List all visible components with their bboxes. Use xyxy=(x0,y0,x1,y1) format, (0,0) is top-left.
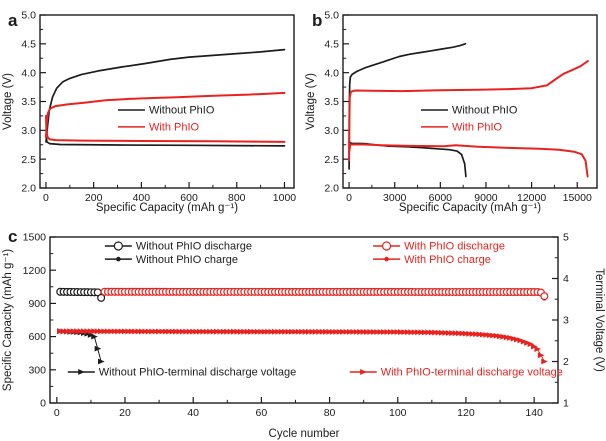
series-with-phio-discharge xyxy=(348,143,589,178)
panel-b-svg: 0 3000 6000 9000 12000 15000 2.0 2.5 3.0 3.5 4.0 4.… xyxy=(305,10,598,214)
series-with-phio-terminal-discharge-voltage xyxy=(57,328,548,365)
svg-text:100: 100 xyxy=(389,407,407,419)
svg-text:With PhIO: With PhIO xyxy=(149,122,200,134)
panel-b-axes: 0 3000 6000 9000 12000 15000 2.0 2.5 3.0 3.5 4.0 4.… xyxy=(324,10,598,204)
svg-text:300: 300 xyxy=(28,364,46,376)
svg-text:With PhIO-terminal discharge v: With PhIO-terminal discharge voltage xyxy=(381,367,563,379)
legend-with-phio-terminal-discharge-voltage: With PhIO-terminal discharge voltage xyxy=(349,367,563,379)
svg-text:2.5: 2.5 xyxy=(21,154,36,166)
svg-text:0: 0 xyxy=(54,407,60,419)
svg-text:1000: 1000 xyxy=(273,192,297,204)
svg-text:0: 0 xyxy=(346,192,352,204)
svg-text:Without PhIO discharge: Without PhIO discharge xyxy=(136,241,252,253)
svg-text:40: 40 xyxy=(187,407,199,419)
legend-with-phio-discharge: With PhIO discharge xyxy=(373,241,505,253)
svg-text:Without PhIO: Without PhIO xyxy=(149,105,215,117)
legend-with-phio: With PhIO xyxy=(117,122,200,134)
svg-text:5.0: 5.0 xyxy=(324,10,339,22)
series-without-phio-discharge xyxy=(348,141,467,178)
svg-text:3.5: 3.5 xyxy=(324,96,339,108)
legend-without-phio: Without PhIO xyxy=(117,105,215,117)
svg-text:20: 20 xyxy=(119,407,131,419)
svg-text:2.5: 2.5 xyxy=(324,154,339,166)
svg-text:Without PhIO: Without PhIO xyxy=(452,105,518,117)
svg-text:3.5: 3.5 xyxy=(21,96,36,108)
panel-a-label: a xyxy=(8,11,18,30)
panel-a-axes: 0 200 400 600 800 1000 2.0 2.5 3.0 3.5 4.0 4.5 5.0 xyxy=(21,10,296,204)
legend-without-phio-terminal-discharge-voltage: Without PhIO-terminal discharge voltage xyxy=(67,367,296,379)
svg-text:0: 0 xyxy=(40,398,46,410)
series-without-phio-charge xyxy=(45,48,286,143)
svg-text:4: 4 xyxy=(563,273,569,285)
svg-text:400: 400 xyxy=(133,192,151,204)
svg-text:2: 2 xyxy=(563,356,569,368)
svg-text:Without PhIO-terminal discharg: Without PhIO-terminal discharge voltage xyxy=(99,367,296,379)
svg-text:2.0: 2.0 xyxy=(324,183,339,195)
series-with-phio-charge xyxy=(348,60,589,162)
svg-text:Without PhIO charge: Without PhIO charge xyxy=(136,254,238,266)
series-with-phio-discharge xyxy=(45,114,286,143)
legend-without-phio-charge: Without PhIO charge xyxy=(104,254,238,266)
svg-text:4.0: 4.0 xyxy=(324,67,339,79)
series-without-phio-discharge xyxy=(56,287,106,302)
series-with-phio-charge xyxy=(45,91,286,139)
svg-text:1500: 1500 xyxy=(23,232,47,244)
svg-text:600: 600 xyxy=(180,192,198,204)
legend-with-phio-charge: With PhIO charge xyxy=(373,254,491,266)
svg-text:3: 3 xyxy=(563,315,569,327)
svg-text:15000: 15000 xyxy=(563,192,592,204)
panel-c-right-yaxis-title: Terminal Voltage (V) xyxy=(593,268,605,372)
panel-c-yaxis-title: Specific Capacity (mAh g⁻¹) xyxy=(2,249,14,391)
svg-text:5.0: 5.0 xyxy=(21,10,36,22)
svg-text:80: 80 xyxy=(324,407,336,419)
panel-c-svg: 0 20 40 60 80 100 120 140 0 300 600 900 1200 1500 1 2 3 4… xyxy=(2,232,605,440)
svg-text:With PhIO charge: With PhIO charge xyxy=(404,254,491,266)
panel-b-xaxis-title: Specific Capacity (mAh g⁻¹) xyxy=(399,202,541,214)
panel-c-label: c xyxy=(8,227,18,246)
svg-text:900: 900 xyxy=(28,298,46,310)
panel-c-axes: 0 20 40 60 80 100 120 140 0 300 600 900 1200 1500 1 2 3 4… xyxy=(23,232,569,419)
svg-text:600: 600 xyxy=(28,331,46,343)
svg-text:60: 60 xyxy=(256,407,268,419)
svg-text:0: 0 xyxy=(43,192,49,204)
svg-text:1200: 1200 xyxy=(23,265,47,277)
legend-without-phio: Without PhIO xyxy=(420,105,518,117)
svg-text:200: 200 xyxy=(85,192,103,204)
panel-b-label: b xyxy=(312,11,323,30)
series-without-phio-discharge xyxy=(45,134,286,147)
svg-text:4.5: 4.5 xyxy=(324,38,339,50)
svg-text:120: 120 xyxy=(457,407,475,419)
panel-c-xaxis-title: Cycle number xyxy=(269,428,340,440)
panel-a-yaxis-title: Voltage (V) xyxy=(2,73,14,130)
svg-text:With PhIO: With PhIO xyxy=(452,122,503,134)
legend-without-phio-discharge: Without PhIO discharge xyxy=(104,241,252,253)
svg-text:3000: 3000 xyxy=(383,192,407,204)
svg-text:With PhIO discharge: With PhIO discharge xyxy=(404,241,505,253)
svg-text:4.5: 4.5 xyxy=(21,38,36,50)
svg-text:3.0: 3.0 xyxy=(21,125,36,137)
series-without-phio-charge xyxy=(348,42,467,170)
svg-text:2.0: 2.0 xyxy=(21,183,36,195)
svg-text:5: 5 xyxy=(563,232,569,244)
svg-text:9000: 9000 xyxy=(474,192,498,204)
series-with-phio-discharge xyxy=(100,287,549,301)
svg-text:140: 140 xyxy=(525,407,543,419)
svg-text:4.0: 4.0 xyxy=(21,67,36,79)
legend-with-phio: With PhIO xyxy=(420,122,503,134)
panel-a-svg: 0 200 400 600 800 1000 2.0 2.5 3.0 3.5 4.0 4.5 5.0 Wi… xyxy=(2,10,296,214)
svg-text:1: 1 xyxy=(563,398,569,410)
svg-text:12000: 12000 xyxy=(517,192,546,204)
svg-text:3.0: 3.0 xyxy=(324,125,339,137)
svg-text:800: 800 xyxy=(228,192,246,204)
svg-text:6000: 6000 xyxy=(429,192,453,204)
panel-a-xaxis-title: Specific Capacity (mAh g⁻¹) xyxy=(96,202,238,214)
panel-b-yaxis-title: Voltage (V) xyxy=(305,73,317,130)
